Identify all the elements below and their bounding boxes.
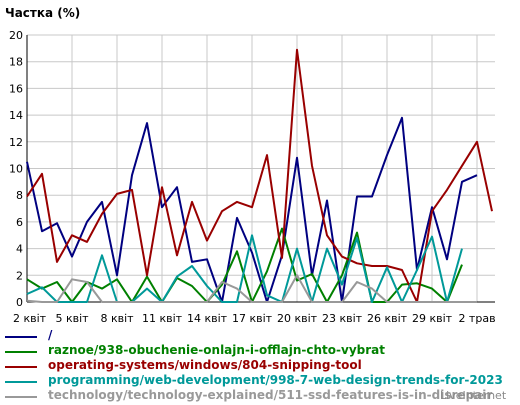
legend-item: technology/technology-explained/511-ssd-… bbox=[0, 388, 520, 403]
legend: / raznoe/938-obuchenie-onlajn-i-offlajn-… bbox=[0, 328, 520, 403]
y-tick-label: 6 bbox=[16, 216, 23, 229]
legend-swatch bbox=[5, 366, 37, 368]
legend-label: technology/technology-explained/511-ssd-… bbox=[48, 388, 493, 402]
x-tick-label: 29 квіт bbox=[412, 312, 453, 325]
x-tick-label: 20 квіт bbox=[277, 312, 318, 325]
x-tick-label: 2 трав bbox=[458, 312, 495, 325]
y-tick-label: 2 bbox=[16, 269, 23, 282]
y-tick-label: 0 bbox=[16, 296, 23, 309]
x-tick-label: 14 квіт bbox=[187, 312, 228, 325]
x-tick-label: 5 квіт bbox=[55, 312, 89, 325]
legend-swatch bbox=[5, 396, 37, 398]
y-tick-label: 4 bbox=[16, 243, 23, 256]
series-line-0 bbox=[26, 116, 478, 303]
chart: Частка (%) 0 2 4 6 8 10 12 14 16 18 20 2 квіт 5 квіт… bbox=[5, 6, 496, 325]
x-tick-label: 17 квіт bbox=[232, 312, 273, 325]
legend-swatch bbox=[5, 381, 37, 383]
y-tick-label: 16 bbox=[9, 82, 23, 95]
chart-title: Частка (%) bbox=[5, 6, 80, 20]
legend-item: operating-systems/windows/804-snipping-t… bbox=[0, 358, 520, 373]
legend-label: / bbox=[48, 328, 53, 342]
x-tick-label: 11 квіт bbox=[142, 312, 183, 325]
x-tick-label: 23 квіт bbox=[322, 312, 363, 325]
legend-label: raznoe/938-obuchenie-onlajn-i-offlajn-ch… bbox=[48, 343, 385, 357]
legend-swatch bbox=[5, 336, 37, 338]
y-tick-label: 18 bbox=[9, 56, 23, 69]
legend-swatch bbox=[5, 351, 37, 353]
legend-label: operating-systems/windows/804-snipping-t… bbox=[48, 358, 362, 372]
series-line-4 bbox=[26, 274, 477, 303]
legend-item: programming/web-development/998-7-web-de… bbox=[0, 373, 520, 388]
y-tick-label: 20 bbox=[9, 29, 23, 42]
x-tick-label: 2 квіт bbox=[13, 312, 47, 325]
y-tick-label: 10 bbox=[9, 163, 23, 176]
y-tick-label: 8 bbox=[16, 189, 23, 202]
legend-item: raznoe/938-obuchenie-onlajn-i-offlajn-ch… bbox=[0, 343, 520, 358]
series-line-2 bbox=[26, 48, 493, 303]
legend-label: programming/web-development/998-7-web-de… bbox=[48, 373, 503, 387]
series-line-1 bbox=[26, 227, 463, 303]
y-tick-label: 12 bbox=[9, 136, 23, 149]
y-tick-label: 14 bbox=[9, 109, 23, 122]
x-tick-label: 8 квіт bbox=[100, 312, 134, 325]
x-tick-label: 26 квіт bbox=[367, 312, 408, 325]
legend-item: / bbox=[0, 328, 520, 343]
brand-watermark: LiveInternet bbox=[440, 389, 507, 402]
series-line-3 bbox=[26, 234, 463, 303]
